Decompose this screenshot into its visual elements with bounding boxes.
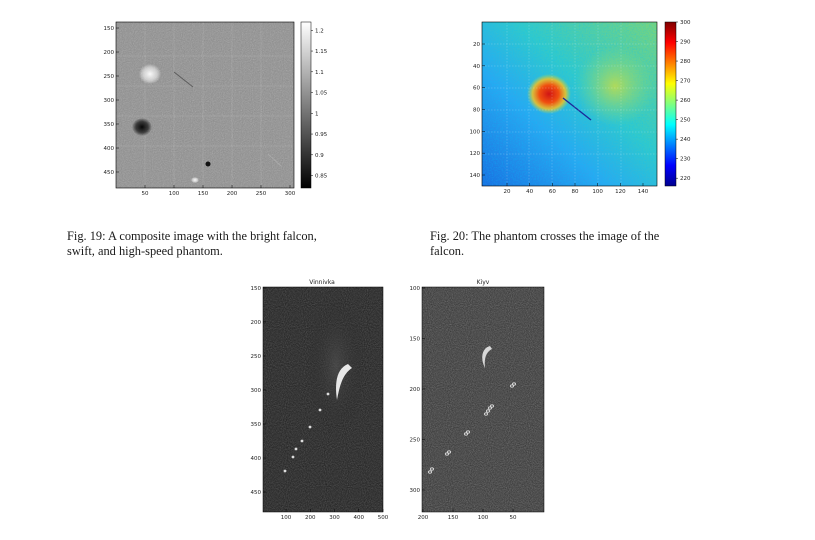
fig19-cbar-label: 0.95 [315,132,328,138]
fig19-xtick-label: 300 [285,191,296,197]
kiyv-ytick-label: 200 [410,387,421,393]
vinnivka-xtick-label: 500 [378,515,389,521]
fig19-ytick-label: 250 [104,74,115,80]
kiyv-xtick-label: 50 [510,515,517,521]
phantom-streak [562,97,592,121]
fig20-cbar-label: 250 [680,118,691,124]
fig20-xtick-label: 140 [638,189,649,195]
kiyv-ytick-label: 100 [410,286,421,292]
kiyv-xtick-label: 200 [418,515,429,521]
fig19-ytick-label: 450 [104,170,115,176]
vinnivka-ytick-label: 250 [251,354,262,360]
kiyv-ytick-label: 150 [410,337,421,343]
fig20-cbar-label: 230 [680,157,691,163]
fig20-xtick-label: 20 [504,189,511,195]
vinnivka-ytick-label: 450 [251,490,262,496]
fig20-caption-line-2: falcon. [430,244,465,258]
kiyv-xtick-label: 100 [478,515,489,521]
fig19-plot: 50 100 150 200 250 300 150200250300350400450 … [104,21,328,197]
fig20-caption-line-1: Fig. 20: The phantom crosses the image o… [430,229,660,243]
fig20-cbar-label: 240 [680,137,691,143]
fig20-ytick-label: 60 [473,86,480,92]
fig20-xtick-label: 80 [572,189,579,195]
fig19-ytick-label: 150 [104,26,115,32]
fig19-ytick-label: 400 [104,146,115,152]
dark-dot [205,161,211,167]
fig20-colorbar [664,21,677,187]
falcon-arc [336,364,352,400]
fig20-ytick-label: 20 [473,42,480,48]
fig20-ytick-label: 100 [470,129,481,135]
fig19-caption-line-1: Fig. 19: A composite image with the brig… [67,229,317,243]
kiyv-title: Kiyv [477,279,490,286]
kiyv-plot: Kiyv 200 150 100 50 100 150 200 250 300 [410,279,545,521]
fig19-figure: 50 100 150 200 250 300 150 200 250 300 350 400 450 … [98,16,328,206]
fig19-colorbar [300,21,312,189]
fig19-cbar-label: 0.85 [315,174,328,180]
fig20-plot: 20 40 60 80 100 120 140 20 40 60 80 100 120 140 220 2… [470,20,691,195]
fig19-ytick-label: 200 [104,50,115,56]
fig19-xtick-label: 200 [227,191,238,197]
fig20-cbar-label: 270 [680,79,691,85]
phantom-dots [427,382,517,474]
fig19-caption: Fig. 19: A composite image with the brig… [67,229,387,259]
vinnivka-ytick-label: 150 [251,286,262,292]
vinnivka-xtick-label: 100 [281,515,292,521]
fig19-cbar-label: 0.9 [315,153,324,159]
fig20-caption: Fig. 20: The phantom crosses the image o… [430,229,750,259]
vinnivka-xtick-label: 400 [354,515,365,521]
falcon-arc [482,346,492,368]
falcon-bright-spot [139,64,161,84]
vinnivka-ytick-label: 350 [251,422,262,428]
vinnivka-ytick-label: 200 [251,320,262,326]
fig19-xtick-label: 50 [142,191,149,197]
vinnivka-ytick-label: 400 [251,456,262,462]
fig19-cbar-label: 1.15 [315,49,328,55]
falcon-hot-spot [527,74,571,114]
fig19-cbar-label: 1.05 [315,91,328,97]
fig20-cbar-label: 220 [680,176,691,182]
fig20-ytick-label: 40 [473,64,480,70]
fig19-xtick-label: 100 [169,191,180,197]
fig20-cbar-label: 290 [680,40,691,46]
fig19-ytick-label: 300 [104,98,115,104]
fig20-ytick-label: 120 [470,151,481,157]
fig20-cbar-label: 300 [680,20,691,26]
fig20-cbar-label: 260 [680,98,691,104]
fig20-xtick-label: 100 [592,189,603,195]
fig20-cbar-label: 280 [680,59,691,65]
vinnivka-figure: Vinnivka 100 200 300 400 500 150 200 250 300 350… [236,276,396,526]
swift-dark-spot [132,118,152,136]
fig19-ytick-label: 350 [104,122,115,128]
kiyv-ytick-label: 300 [410,488,421,494]
vinnivka-ytick-label: 300 [251,388,262,394]
fig19-cbar-label: 1 [315,111,319,117]
fig20-figure: 20 40 60 80 100 120 140 20 40 60 80 100 120 140 220 2… [465,16,695,206]
fig19-cbar-label: 1.1 [315,70,324,76]
vinnivka-title: Vinnivka [309,279,335,286]
vinnivka-xtick-label: 200 [305,515,316,521]
phantom-streak [173,71,194,88]
kiyv-ytick-label: 250 [410,438,421,444]
fig19-cbar-label: 1.2 [315,28,324,34]
kiyv-xtick-label: 150 [448,515,459,521]
fig19-xtick-label: 250 [256,191,267,197]
vinnivka-plot: Vinnivka 100 200 300 400 500 150 200 250 300 350… [251,279,389,521]
fig20-ytick-label: 140 [470,173,481,179]
phantom-dots [283,392,330,473]
fig20-xtick-label: 60 [549,189,556,195]
fig20-xtick-label: 120 [615,189,626,195]
vinnivka-xtick-label: 300 [329,515,340,521]
fig20-xtick-label: 40 [526,189,533,195]
fig20-ytick-label: 80 [473,108,480,114]
fig19-xtick-label: 150 [198,191,209,197]
fig19-caption-line-2: swift, and high-speed phantom. [67,244,223,258]
kiyv-figure: Kiyv 200 150 100 50 100 150 200 250 300 [400,276,560,526]
